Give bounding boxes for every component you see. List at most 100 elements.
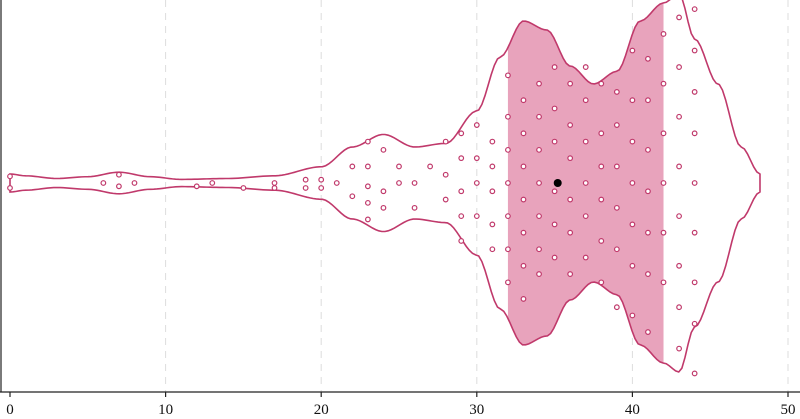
data-point: [364, 183, 371, 190]
data-point: [396, 163, 402, 170]
data-point: [676, 163, 682, 170]
data-point: [505, 180, 511, 186]
data-point: [458, 155, 465, 162]
data-point: [536, 180, 542, 186]
data-point: [520, 196, 527, 203]
data-point: [505, 279, 511, 286]
data-point: [660, 130, 667, 137]
data-point: [598, 279, 605, 286]
data-point: [660, 279, 667, 286]
grid-lines: [165, 0, 789, 392]
data-point: [613, 89, 620, 95]
x-tick-label: 0: [6, 402, 14, 418]
data-point: [629, 180, 636, 186]
data-point: [598, 130, 605, 137]
data-point: [411, 204, 418, 211]
data-point: [660, 80, 667, 87]
data-point: [691, 47, 698, 54]
x-tick-label: 20: [314, 402, 329, 418]
data-point: [567, 196, 574, 203]
data-point: [458, 238, 465, 244]
data-point: [209, 180, 216, 186]
data-point: [505, 146, 511, 153]
data-point: [645, 97, 651, 104]
data-point: [520, 229, 527, 236]
data-point: [489, 221, 496, 228]
data-point: [582, 254, 589, 261]
data-point: [318, 185, 325, 191]
data-point: [536, 246, 542, 253]
data-point: [364, 163, 371, 170]
x-tick-label: 10: [158, 402, 173, 418]
data-point: [7, 185, 13, 191]
data-point: [691, 130, 698, 137]
data-point: [598, 163, 605, 170]
data-point: [442, 196, 449, 203]
data-point: [427, 163, 434, 170]
data-point: [116, 171, 122, 178]
data-point: [505, 113, 511, 120]
data-point: [349, 163, 356, 170]
data-point: [489, 163, 496, 170]
data-point: [116, 183, 122, 190]
data-point: [520, 262, 527, 269]
data-point: [411, 180, 418, 186]
data-point: [691, 370, 698, 377]
data-point: [582, 138, 589, 145]
data-point: [676, 304, 682, 311]
data-point: [613, 204, 620, 211]
data-point: [691, 6, 698, 13]
data-point: [473, 180, 480, 186]
data-point: [489, 246, 496, 253]
data-point: [645, 55, 651, 62]
violin-outline: [9, 0, 761, 373]
data-point: [567, 80, 574, 87]
data-point: [458, 188, 465, 195]
data-point: [598, 196, 605, 203]
data-point: [536, 80, 542, 87]
data-point: [660, 229, 667, 236]
data-point: [473, 155, 480, 162]
data-point: [660, 180, 667, 186]
data-point: [691, 229, 698, 236]
x-tick-label: 30: [469, 402, 484, 418]
data-point: [629, 221, 636, 228]
data-point: [536, 213, 542, 220]
data-point: [396, 180, 402, 186]
data-point: [613, 122, 620, 128]
data-point: [567, 122, 574, 128]
data-point: [131, 180, 138, 186]
data-point: [676, 14, 682, 21]
data-point: [551, 254, 558, 261]
data-point: [364, 199, 371, 206]
data-point: [458, 130, 465, 137]
data-point: [271, 185, 278, 191]
data-point: [551, 221, 558, 228]
data-point: [613, 246, 620, 253]
data-point: [380, 188, 387, 195]
data-point: [582, 64, 589, 70]
data-point: [364, 216, 371, 223]
data-point: [489, 188, 496, 195]
data-point: [505, 72, 511, 79]
data-point: [302, 185, 309, 191]
data-point: [645, 271, 651, 277]
data-point: [520, 130, 527, 137]
data-point: [691, 89, 698, 95]
data-point: [598, 238, 605, 244]
data-point: [582, 213, 589, 220]
x-axis: [0, 0, 800, 393]
data-point: [458, 213, 465, 220]
data-point: [536, 146, 542, 153]
data-point: [598, 80, 605, 87]
data-point: [505, 246, 511, 253]
data-point: [442, 171, 449, 178]
data-point: [380, 146, 387, 153]
data-point: [676, 262, 682, 269]
data-point: [442, 138, 449, 145]
data-point: [582, 97, 589, 104]
data-point: [629, 47, 636, 54]
data-point: [505, 213, 511, 220]
data-point: [582, 180, 589, 186]
data-point: [629, 97, 636, 104]
